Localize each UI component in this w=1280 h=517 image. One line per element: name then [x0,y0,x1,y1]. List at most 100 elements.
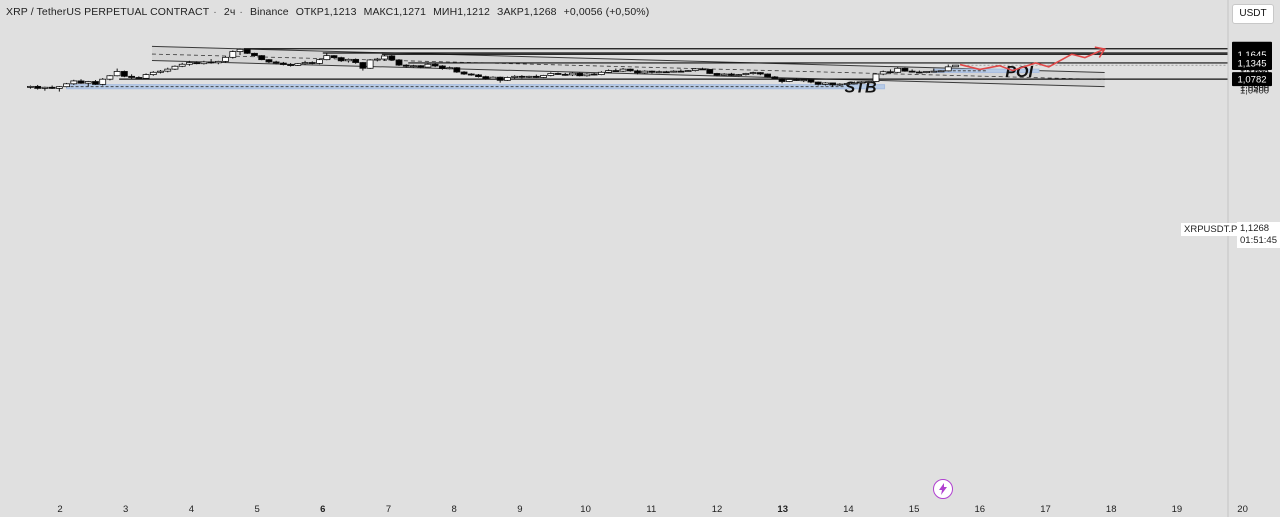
candle-body-16 [142,74,150,79]
candle-body-117 [872,73,880,82]
price-tick-label: 1,0400 [1240,86,1269,97]
symbol-name[interactable]: XRP / TetherUS PERPETUAL CONTRACT [6,6,210,18]
candle-body-10 [99,78,107,85]
candle-body-67 [511,75,519,78]
time-tick-label: 7 [386,504,391,515]
candle-body-78 [590,73,598,76]
candle-body-49 [381,55,388,60]
bar-countdown: 01:51:45 [1240,235,1277,246]
candle-body-12 [113,71,121,77]
candle-body-73 [554,73,562,75]
time-tick-label: 8 [452,504,457,515]
candle-body-127 [944,66,952,72]
candle-body-100 [749,72,757,74]
candle-body-4 [55,86,63,89]
axis-layer: 1,04001,05001,06001,07001,08001,09001,10… [57,0,1272,517]
candle-body-9 [92,81,99,85]
candle-body-25 [207,61,215,64]
candle-body-5 [63,83,70,88]
candle-body-48 [373,58,381,61]
time-tick-label: 15 [909,504,920,515]
level-price-label-1,1645: 1,1645 [1237,50,1266,61]
candle-body-14 [128,75,136,78]
candle-body-58 [446,67,454,70]
time-tick-label: 17 [1040,504,1051,515]
candle-body-54 [417,65,425,68]
candle-body-90 [677,70,685,73]
time-tick-label: 18 [1106,504,1117,515]
candle-body-59 [453,67,461,73]
time-tick-label: 14 [843,504,854,515]
forecast-arrowhead [1094,46,1106,58]
candle-body-50 [388,55,396,61]
candle-body-103 [771,76,779,80]
time-tick-label: 16 [975,504,986,515]
candle-body-21 [178,63,186,67]
zone-label-poi: POI [1005,64,1033,81]
candle-body-113 [843,83,851,85]
candle-body-38 [301,62,309,65]
level-price-box-1,1345 [1232,55,1272,70]
candle-body-32 [258,55,266,61]
candle-body-82 [619,68,627,72]
high-value: МАКС1,1271 [363,6,427,18]
time-tick-label: 9 [517,504,522,515]
candle-body-0 [27,85,34,88]
candle-body-107 [800,79,808,82]
candle-body-96 [720,73,728,76]
candle-body-27 [222,56,229,62]
candle-body-56 [431,63,439,67]
candle-body-114 [850,82,858,85]
candle-body-104 [778,78,786,82]
candle-body-102 [764,73,771,78]
candle-body-80 [605,70,612,73]
candle-body-44 [345,58,352,62]
candle-body-15 [135,77,143,79]
candle-body-110 [822,82,829,85]
candle-body-41 [323,55,331,61]
time-tick-label: 13 [777,504,788,515]
candle-body-101 [756,72,764,75]
candle-body-20 [171,65,179,70]
interval-label[interactable]: 2ч [223,6,236,18]
bolt-icon[interactable] [933,479,953,499]
time-tick-label: 6 [320,504,325,515]
candle-body-62 [475,74,482,78]
candle-body-3 [48,86,56,89]
candle-body-18 [157,70,164,73]
candle-body-30 [243,48,251,54]
candle-body-61 [467,73,475,76]
candle-body-98 [735,74,743,76]
candle-body-77 [583,73,591,77]
change-value: +0,0056 (+0,50%) [563,6,650,18]
candle-body-89 [670,70,678,73]
candle-body-7 [77,80,85,84]
time-tick-label: 4 [189,504,194,515]
candle-body-65 [496,76,504,81]
candle-body-83 [626,68,634,72]
time-tick-label: 19 [1172,504,1183,515]
candle-body-88 [663,71,670,74]
candle-body-43 [337,57,345,62]
candle-body-94 [706,69,714,74]
candle-body-64 [489,76,497,80]
candle-body-68 [518,75,526,78]
candle-body-87 [655,71,663,74]
last-price-tag: 1,1268 01:51:45 [1237,222,1280,248]
candle-body-108 [807,79,815,83]
candle-body-36 [287,64,295,66]
currency-button[interactable]: USDT [1232,4,1274,24]
candle-body-93 [699,68,706,71]
candle-body-66 [504,77,511,81]
candle-body-11 [106,75,114,80]
candle-body-74 [561,73,569,76]
channel-line-solid-2 [151,60,1105,88]
candle-body-63 [482,76,490,80]
candle-body-51 [395,59,403,66]
candle-body-126 [937,70,945,73]
forecast-path [959,48,1105,72]
time-tick-label: 3 [123,504,128,515]
candle-body-116 [865,81,873,83]
time-tick-label: 2 [57,504,62,515]
